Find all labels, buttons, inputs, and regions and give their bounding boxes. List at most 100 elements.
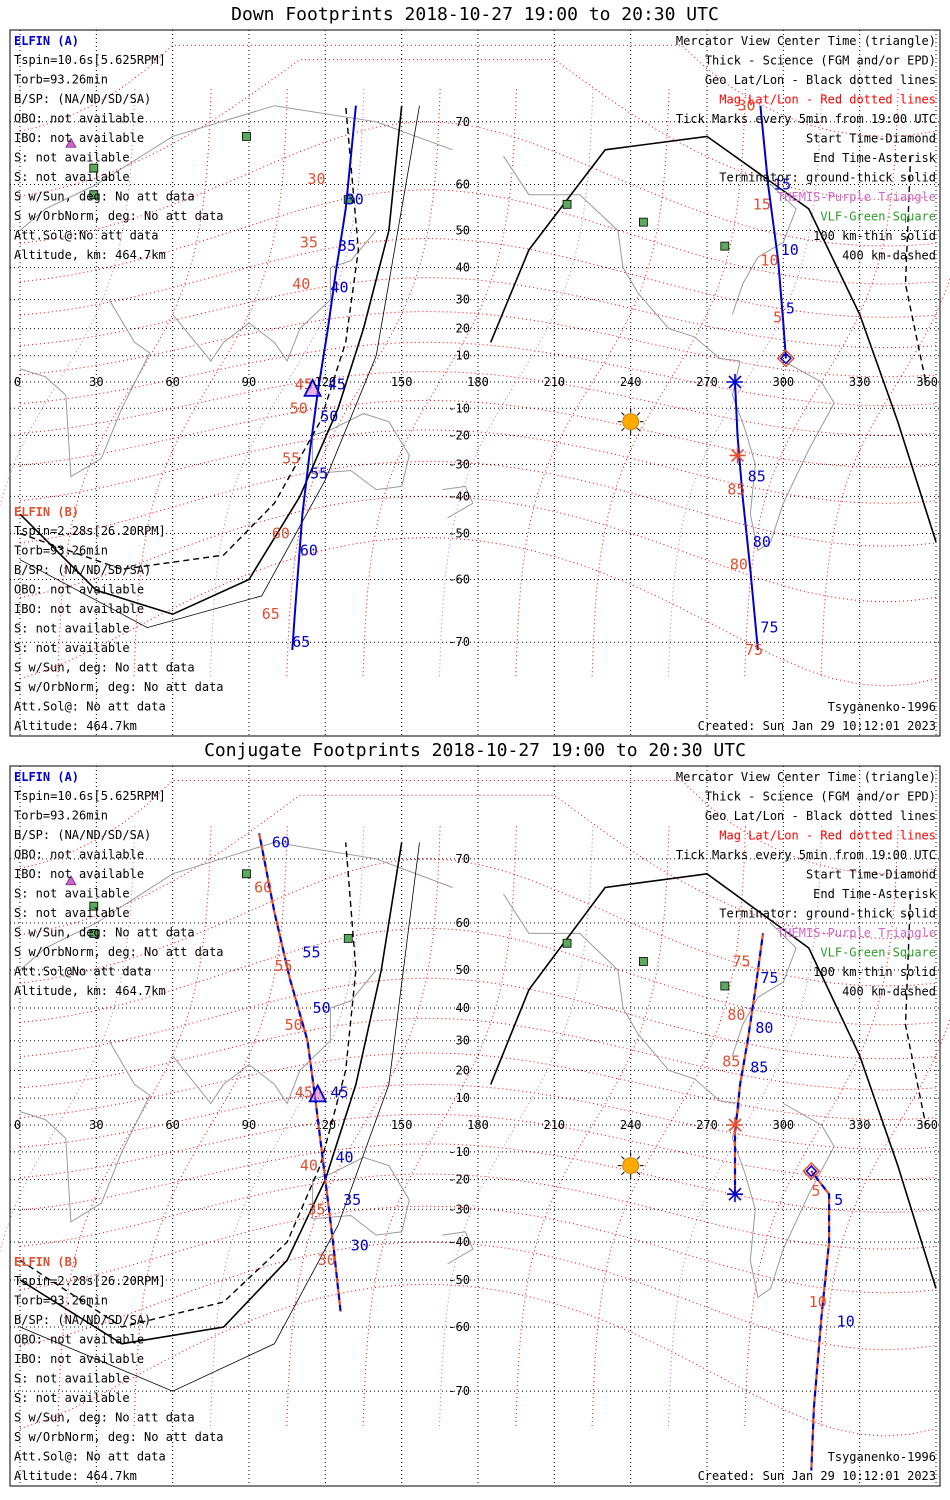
- mag-lon-line: [362, 87, 517, 677]
- elfin-a-name: ELFIN (A): [14, 34, 79, 48]
- elfin-b-info-line: Tspin=2.28s[26.20RPM]: [14, 524, 166, 538]
- lon-tick-label: 300: [772, 1118, 794, 1132]
- legend-entry: VLF-Green-Square: [820, 210, 936, 224]
- coastline: [502, 893, 741, 1104]
- mag-lon-line: [591, 87, 746, 677]
- mag-lat-line: [19, 780, 937, 875]
- elfin-b-tick-label: 75: [732, 952, 750, 970]
- lat-tick-label: 10: [456, 349, 470, 363]
- legend-entry: Mag Lat/Lon - Red dotted lines: [719, 93, 936, 107]
- legend-entry: Mag Lat/Lon - Red dotted lines: [719, 829, 936, 843]
- elfin-b-tick-label: 65: [262, 605, 280, 623]
- lat-tick-label: -70: [448, 635, 470, 649]
- legend-entry: 400 km-dashed: [842, 985, 936, 999]
- elfin-b-tick-label: 55: [282, 449, 300, 467]
- terminator-100km: [19, 105, 420, 629]
- vlf-station-marker: [242, 869, 251, 879]
- mag-lon-line: [668, 87, 823, 677]
- legend-entry: 400 km-dashed: [842, 249, 936, 263]
- coastline: [312, 413, 410, 491]
- lat-tick-label: 50: [456, 223, 470, 237]
- elfin-a-info: ELFIN (A) Tspin=10.6s[5.625RPM] Torb=93.26…: [14, 34, 224, 262]
- elfin-a-tick-label: 65: [292, 633, 310, 651]
- elfin-a-name: ELFIN (A): [14, 770, 79, 784]
- mag-lon-line: [439, 87, 594, 677]
- lon-tick-label: 240: [620, 1118, 642, 1132]
- elfin-a-tick-label: 50: [320, 407, 338, 425]
- mag-lat-line: [19, 537, 937, 687]
- elfin-a-info-line: S w/OrbNorm, deg: No att data: [14, 945, 224, 959]
- elfin-b-info-line: S: not available: [14, 641, 130, 655]
- elfin-a-info-line: OBO: not available: [14, 848, 144, 862]
- end-asterisk-a: [726, 1186, 743, 1203]
- coastline: [731, 360, 835, 552]
- lon-tick-label: 0: [14, 1118, 21, 1132]
- lat-tick-label: 60: [456, 916, 470, 930]
- elfin-b-name: ELFIN (B): [14, 1255, 79, 1269]
- elfin-a-info-line: B/SP: (NA/ND/SD/SA): [14, 828, 151, 842]
- elfin-b-info-line: S w/Sun, deg: No att data: [14, 1411, 195, 1425]
- legend-entry: Geo Lat/Lon - Black dotted lines: [705, 73, 936, 87]
- elfin-b-info-line: IBO: not available: [14, 1352, 144, 1366]
- elfin-a-track: [734, 381, 759, 651]
- lat-tick-label: 70: [456, 115, 470, 129]
- elfin-a-tick-label: 85: [750, 1058, 768, 1076]
- themis-station-marker: [65, 874, 77, 886]
- elfin-b-tick-label: 75: [745, 641, 763, 659]
- elfin-b-info-line: Tspin=2.28s[26.20RPM]: [14, 1274, 166, 1288]
- elfin-a-tick-label: 40: [336, 1148, 354, 1166]
- elfin-b-tick-label: 40: [292, 275, 310, 293]
- elfin-b-tick-label: 60: [254, 878, 272, 896]
- lat-tick-label: -40: [448, 1235, 470, 1249]
- vlf-station-marker: [343, 933, 353, 943]
- elfin-a-info: ELFIN (A) Tspin=10.6s[5.625RPM] Torb=93.26…: [14, 770, 224, 998]
- track-a2-group: 15 10 5 30 15 10 5: [738, 97, 799, 359]
- terminator-400km: [19, 842, 357, 1328]
- legend-entry: THEMIS-Purple Triangle: [777, 926, 936, 940]
- legend: Mercator View Center Time (triangle) Thic…: [676, 770, 937, 999]
- elfin-b-tick-label: 5: [811, 1182, 820, 1200]
- elfin-a-tick-label: 40: [330, 278, 348, 296]
- map-frame: [9, 765, 941, 1487]
- end-asterisk-a: [726, 374, 743, 390]
- vlf-station-marker: [720, 241, 730, 251]
- elfin-b-info-line: S w/OrbNorm, deg: No att data: [14, 1430, 224, 1444]
- lat-tick-label: -40: [448, 489, 470, 503]
- elfin-a-tick-label: 35: [338, 237, 356, 255]
- elfin-b-info-line: S: not available: [14, 1391, 130, 1405]
- lat-tick-label: -10: [448, 1145, 470, 1159]
- terminator-ground: [19, 842, 403, 1345]
- elfin-b-tick-label: 5: [773, 308, 782, 326]
- mag-lat-line: [19, 429, 937, 504]
- elfin-b-tick-label: 80: [727, 1006, 745, 1024]
- lon-tick-label: 300: [772, 375, 794, 389]
- panel-1-map: 0 30 60 90 120 150 180 210 240 270 300 330 360706050…: [0, 29, 950, 737]
- elfin-b-info-line: Torb=93.26min: [14, 1294, 108, 1308]
- legend-entry: Thick - Science (FGM and/or EPD): [705, 54, 936, 68]
- model-label: Tsyganenko-1996: [828, 700, 936, 714]
- elfin-b-info: ELFIN (B) Tspin=2.28s[26.20RPM] Torb=93.26…: [14, 505, 224, 733]
- elfin-a-tick-label: 50: [313, 999, 331, 1017]
- elfin-b-info-line: B/SP: (NA/ND/SD/SA): [14, 1313, 151, 1327]
- legend-entry: Terminator: ground-thick solid: [719, 171, 936, 185]
- legend-entry: Terminator: ground-thick solid: [719, 907, 936, 921]
- mag-lon-line: [0, 87, 136, 508]
- lat-tick-labels: 70 60 50 40 30 20 10 -10 -20 -30 -40 -50 -60 -70: [448, 115, 470, 649]
- vlf-station-marker: [562, 199, 572, 209]
- elfin-a-info-line: OBO: not available: [14, 112, 144, 126]
- elfin-a-tick-label: 30: [346, 191, 364, 209]
- elfin-a-tick-label: 5: [834, 1191, 843, 1209]
- elfin-a-info-line: B/SP: (NA/ND/SD/SA): [14, 92, 151, 106]
- elfin-a-tick-label: 10: [781, 241, 799, 259]
- elfin-a-info-line: Att.Sol@:No att data: [14, 229, 159, 243]
- lat-tick-labels: 70 60 50 40 30 20 10 -10 -20 -30 -40 -50 -60 -70: [448, 852, 470, 1398]
- track-a3-group: 85 80 75 85 80 75: [727, 381, 778, 659]
- elfin-b-track: [258, 833, 342, 1312]
- vlf-station-marker: [562, 938, 572, 948]
- vlf-station-marker: [638, 217, 648, 227]
- lon-tick-label: 330: [849, 375, 871, 389]
- lat-tick-label: -70: [448, 1384, 470, 1398]
- lon-tick-label: 0: [14, 375, 21, 389]
- elfin-b-track: [733, 933, 765, 1195]
- elfin-a-track: [759, 105, 787, 359]
